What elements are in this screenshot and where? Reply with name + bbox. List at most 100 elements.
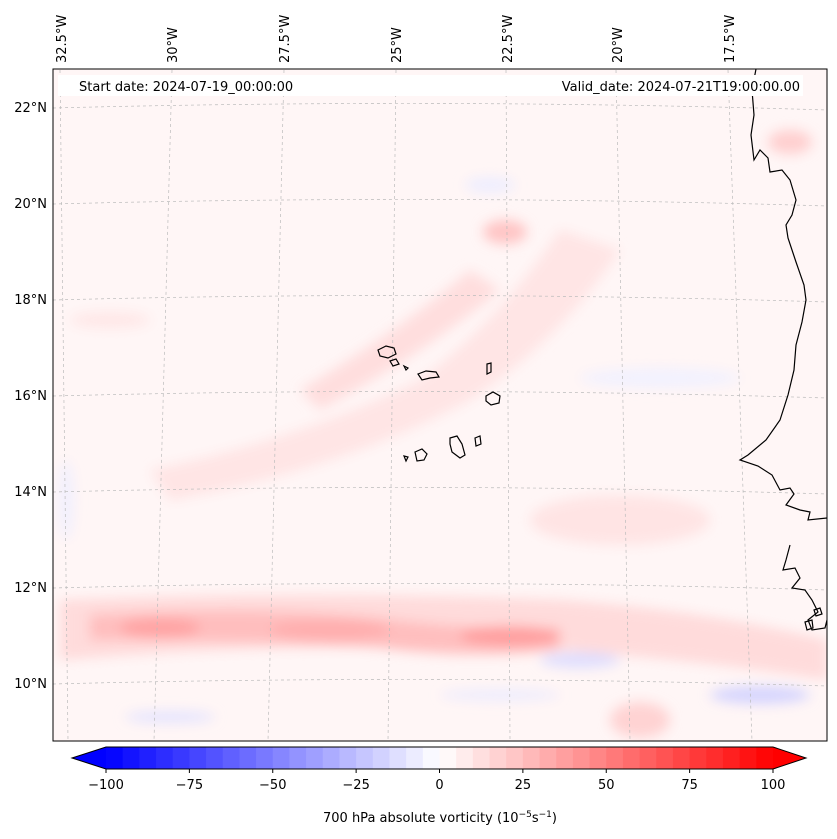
colorbar-segment: [639, 747, 657, 769]
colorbar-segment: [572, 747, 591, 769]
meridian-25w: [387, 69, 397, 741]
colorbar-segment: [406, 747, 424, 769]
meridian-22-5w: [505, 69, 511, 741]
island-fogo: [414, 448, 428, 462]
lon-label-30w: 30°W: [166, 27, 181, 63]
colorbar-segment: [739, 747, 757, 769]
lon-label-27-5w: 27.5°W: [278, 15, 293, 63]
colorbar-segment: [589, 747, 607, 769]
colorbar-segment: [156, 747, 174, 769]
island-sao-vicente: [389, 358, 400, 367]
colorbar-extend-high: [773, 747, 806, 769]
colorbar-segment: [272, 747, 291, 769]
parallel-16n: [53, 391, 827, 399]
colorbar-segment: [756, 747, 774, 769]
lon-label-22-5w: 22.5°W: [501, 15, 516, 63]
island-maio: [474, 435, 482, 447]
colorbar-segment: [672, 747, 691, 769]
colorbar-segment: [472, 747, 491, 769]
colorbar-segment: [322, 747, 341, 769]
colorbar-segment: [256, 747, 274, 769]
colorbar-segment: [172, 747, 190, 769]
valid-date-text: Valid_date: 2024-07-21T19:00:00.00: [562, 80, 800, 95]
meridian-32-5w: [59, 69, 69, 741]
colorbar-segment: [239, 747, 257, 769]
island-boa-vista: [485, 391, 501, 406]
coastlines: [377, 69, 827, 631]
lat-label-10n: 10°N: [14, 677, 47, 692]
colorbar-tick-label: −100: [88, 778, 124, 793]
map-frame: [52, 68, 828, 742]
colorbar-segment: [189, 747, 207, 769]
meridian-17-5w: [727, 69, 753, 741]
africa-coastline: [738, 69, 827, 631]
lon-label-20w: 20°W: [611, 27, 626, 63]
latitude-labels: 22°N 20°N 18°N 16°N 14°N 12°N 10°N: [14, 101, 47, 692]
colorbar-segment: [439, 747, 457, 769]
parallel-20n: [53, 199, 827, 207]
lat-label-16n: 16°N: [14, 389, 47, 404]
colorbar-tick-label: 100: [761, 778, 786, 793]
colorbar-tick-label: −25: [342, 778, 369, 793]
parallel-12n: [53, 583, 827, 591]
colorbar-segment: [489, 747, 507, 769]
colorbar-segment: [706, 747, 724, 769]
island-brava: [403, 455, 409, 463]
colorbar-segment: [539, 747, 557, 769]
colorbar-segment: [722, 747, 741, 769]
island-santo-antao: [377, 345, 397, 359]
start-date-text: Start date: 2024-07-19_00:00:00: [79, 80, 293, 95]
parallel-18n: [53, 295, 827, 303]
vorticity-field: [58, 130, 827, 738]
colorbar-extend-low: [72, 747, 106, 769]
colorbar-ticks: −100 −75 −50 −25 0 25 50 75 100: [88, 769, 785, 793]
colorbar-segment: [656, 747, 674, 769]
lat-label-12n: 12°N: [14, 581, 47, 596]
colorbar-tick-label: −50: [259, 778, 286, 793]
colorbar-segment: [606, 747, 624, 769]
island-sal: [486, 362, 492, 375]
colorbar-segment: [556, 747, 574, 769]
meridian-30w: [153, 69, 173, 741]
colorbar: −100 −75 −50 −25 0 25 50 75 100 700 hPa absolute…: [70, 746, 808, 826]
colorbar-segment: [456, 747, 474, 769]
parallel-22n: [53, 103, 827, 111]
island-sao-nicolau: [417, 370, 440, 381]
colorbar-tick-label: −75: [176, 778, 203, 793]
colorbar-segment: [206, 747, 224, 769]
parallel-14n: [53, 487, 827, 495]
islet-coast-1: [813, 607, 823, 617]
colorbar-tick-label: 50: [598, 778, 615, 793]
colorbar-segment: [106, 747, 124, 769]
colorbar-segment: [222, 747, 240, 769]
lat-label-14n: 14°N: [14, 485, 47, 500]
map-area: Start date: 2024-07-19_00:00:00 Valid_da…: [53, 69, 827, 741]
colorbar-segment: [122, 747, 140, 769]
colorbar-tick-label: 75: [681, 778, 698, 793]
colorbar-segment: [139, 747, 157, 769]
colorbar-segment: [372, 747, 391, 769]
longitude-labels: 32.5°W 30°W 27.5°W 25°W 22.5°W 20°W 17.5…: [55, 15, 738, 63]
colorbar-segment: [356, 747, 374, 769]
colorbar-segments: [106, 747, 774, 769]
colorbar-segment: [506, 747, 524, 769]
colorbar-tick-label: 0: [435, 778, 443, 793]
colorbar-segment: [389, 747, 407, 769]
lat-label-22n: 22°N: [14, 101, 47, 116]
island-santa-luzia: [402, 364, 410, 372]
colorbar-segment: [339, 747, 357, 769]
lon-label-32-5w: 32.5°W: [55, 15, 70, 63]
colorbar-segment: [689, 747, 707, 769]
islet-coast-2: [804, 619, 814, 631]
lat-label-18n: 18°N: [14, 293, 47, 308]
colorbar-tick-label: 25: [515, 778, 532, 793]
colorbar-segment: [622, 747, 641, 769]
lat-label-20n: 20°N: [14, 197, 47, 212]
colorbar-segment: [422, 747, 441, 769]
colorbar-segment: [522, 747, 541, 769]
graticule: [53, 69, 827, 741]
colorbar-segment: [289, 747, 307, 769]
colorbar-label: 700 hPa absolute vorticity (10−5s−1): [323, 810, 557, 826]
island-santiago: [449, 435, 466, 459]
